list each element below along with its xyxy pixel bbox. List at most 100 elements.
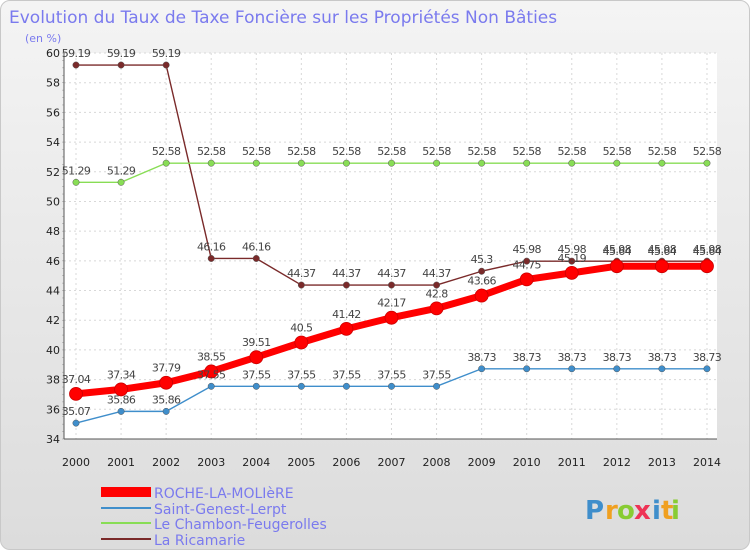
data-point xyxy=(162,159,170,167)
x-tick-label: 2003 xyxy=(197,456,225,469)
data-point xyxy=(568,365,576,373)
data-label: 51.29 xyxy=(62,164,91,177)
data-label: 42.17 xyxy=(377,297,406,310)
data-label: 52.58 xyxy=(242,145,271,158)
data-label: 38.73 xyxy=(603,351,632,364)
data-point xyxy=(69,386,83,401)
data-label: 45.64 xyxy=(603,245,632,258)
data-point xyxy=(388,382,395,390)
data-label: 35.86 xyxy=(107,393,136,406)
data-point xyxy=(703,159,711,167)
data-label: 59.19 xyxy=(62,47,91,60)
x-tick-label: 2010 xyxy=(513,456,541,469)
data-point xyxy=(297,382,305,390)
logo-letter: r xyxy=(605,496,618,526)
data-label: 52.58 xyxy=(558,145,587,158)
x-tick-label: 2001 xyxy=(107,456,135,469)
grid xyxy=(64,52,717,440)
data-label: 38.73 xyxy=(693,351,722,364)
data-label: 45.98 xyxy=(558,243,587,256)
data-label: 52.58 xyxy=(648,145,677,158)
data-point xyxy=(655,259,669,274)
data-label: 43.66 xyxy=(467,275,496,288)
data-point xyxy=(523,257,531,265)
data-point xyxy=(388,281,395,289)
x-tick-label: 2007 xyxy=(377,456,405,469)
data-point xyxy=(162,61,170,69)
data-label: 35.86 xyxy=(152,393,181,406)
data-label: 52.58 xyxy=(377,145,406,158)
x-tick-label: 2011 xyxy=(558,456,586,469)
x-tick-label: 2002 xyxy=(152,456,180,469)
data-label: 52.58 xyxy=(422,145,451,158)
data-label: 44.37 xyxy=(377,267,406,280)
x-tick-label: 2000 xyxy=(62,456,90,469)
data-label: 38.73 xyxy=(648,351,677,364)
data-label: 52.58 xyxy=(332,145,361,158)
data-label: 59.19 xyxy=(107,47,136,60)
y-tick-label: 36 xyxy=(46,403,60,416)
y-tick-label: 46 xyxy=(46,255,60,268)
data-label: 38.73 xyxy=(512,351,541,364)
series-layer xyxy=(69,61,714,427)
x-tick-label: 2004 xyxy=(242,456,270,469)
data-point xyxy=(478,267,486,275)
x-tick-label: 2014 xyxy=(693,456,721,469)
data-label: 38.73 xyxy=(558,351,587,364)
x-tick-label: 2006 xyxy=(332,456,360,469)
y-tick-label: 52 xyxy=(46,166,60,179)
data-label: 35.07 xyxy=(62,405,91,418)
legend-label: Le Chambon-Feugerolles xyxy=(154,517,327,533)
data-point xyxy=(72,178,80,186)
data-label: 37.34 xyxy=(107,368,136,381)
data-point xyxy=(703,365,711,373)
data-label: 37.79 xyxy=(152,362,181,375)
data-point xyxy=(388,159,395,167)
data-label: 45.64 xyxy=(648,245,677,258)
data-point xyxy=(297,159,305,167)
y-tick-label: 60 xyxy=(46,47,60,60)
data-label: 52.58 xyxy=(152,145,181,158)
logo-letter: i xyxy=(671,496,680,526)
data-point xyxy=(564,265,579,280)
data-label: 51.29 xyxy=(107,164,136,177)
plot-area xyxy=(64,53,717,439)
data-point xyxy=(700,259,714,274)
data-point xyxy=(433,281,441,289)
data-label: 46.16 xyxy=(242,240,271,253)
data-point xyxy=(252,159,260,167)
data-point xyxy=(433,382,441,390)
data-point xyxy=(658,159,666,167)
data-point xyxy=(204,364,219,379)
x-tick-label: 2013 xyxy=(648,456,676,469)
data-point xyxy=(478,159,486,167)
data-point xyxy=(568,257,576,265)
x-tick-label: 2005 xyxy=(287,456,315,469)
data-point xyxy=(207,255,215,262)
data-point xyxy=(342,382,350,390)
data-label: 37.55 xyxy=(197,368,226,381)
data-point xyxy=(207,159,215,167)
data-point xyxy=(609,259,624,274)
data-label: 52.58 xyxy=(467,145,496,158)
data-label: 45.98 xyxy=(693,243,722,256)
data-point xyxy=(252,382,260,390)
y-tick-label: 54 xyxy=(46,136,60,149)
data-point xyxy=(613,365,621,373)
y-tick-label: 34 xyxy=(46,433,60,446)
data-point xyxy=(72,419,80,427)
data-label: 44.37 xyxy=(332,267,361,280)
legend-label: La Ricamarie xyxy=(154,533,245,549)
data-point xyxy=(474,288,489,303)
data-label: 52.58 xyxy=(693,145,722,158)
data-label: 44.37 xyxy=(422,267,451,280)
data-label: 37.55 xyxy=(422,368,451,381)
data-point xyxy=(117,407,125,415)
logo-letter: P xyxy=(585,496,604,526)
y-tick-label: 40 xyxy=(46,344,60,357)
data-label: 37.55 xyxy=(377,368,406,381)
y-tick-label: 48 xyxy=(46,225,60,238)
data-label: 41.42 xyxy=(332,308,361,321)
